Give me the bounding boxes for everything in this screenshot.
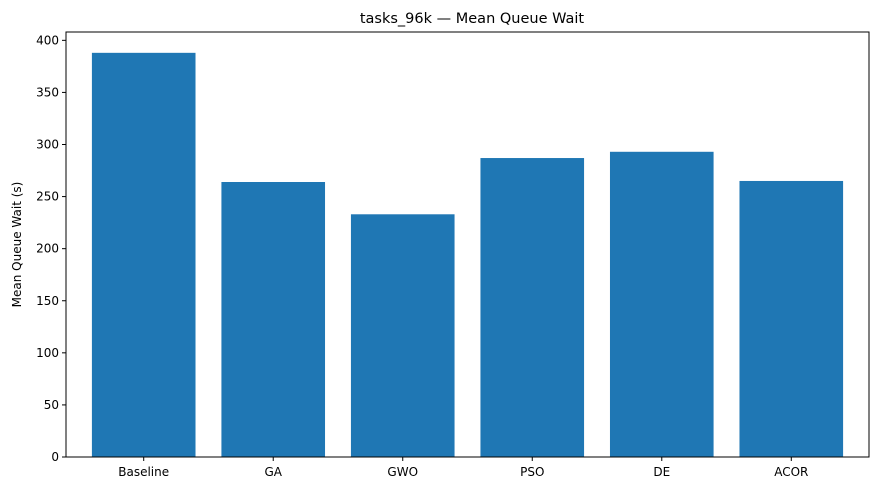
x-axis: Baseline GA GWO PSO DE ACOR	[118, 457, 808, 479]
y-axis: 0 50 100 150 200 250 300 350 400	[36, 33, 66, 464]
bar-acor	[739, 180, 844, 457]
chart-title: tasks_96k — Mean Queue Wait	[360, 11, 585, 27]
x-tick-label: Baseline	[118, 465, 169, 479]
bar-baseline	[91, 52, 196, 457]
bar-pso	[480, 158, 585, 458]
bar-gwo	[350, 214, 455, 457]
x-tick-label: GWO	[387, 465, 418, 479]
y-tick-label: 150	[36, 294, 59, 308]
bar-ga	[221, 182, 326, 457]
y-tick-label: 400	[36, 33, 59, 47]
x-tick-label: ACOR	[774, 465, 808, 479]
bars-group	[91, 52, 844, 458]
y-tick-label: 350	[36, 85, 59, 99]
y-tick-label: 200	[36, 242, 59, 256]
x-tick-label: GA	[264, 465, 282, 479]
x-tick-label: DE	[653, 465, 670, 479]
y-tick-label: 300	[36, 138, 59, 152]
y-axis-label: Mean Queue Wait (s)	[10, 182, 24, 308]
plot-frame	[65, 31, 870, 458]
bar-de	[609, 151, 714, 458]
y-tick-label: 250	[36, 190, 59, 204]
y-tick-label: 50	[44, 398, 59, 412]
x-tick-label: PSO	[520, 465, 544, 479]
y-tick-label: 0	[51, 450, 59, 464]
y-tick-label: 100	[36, 346, 59, 360]
